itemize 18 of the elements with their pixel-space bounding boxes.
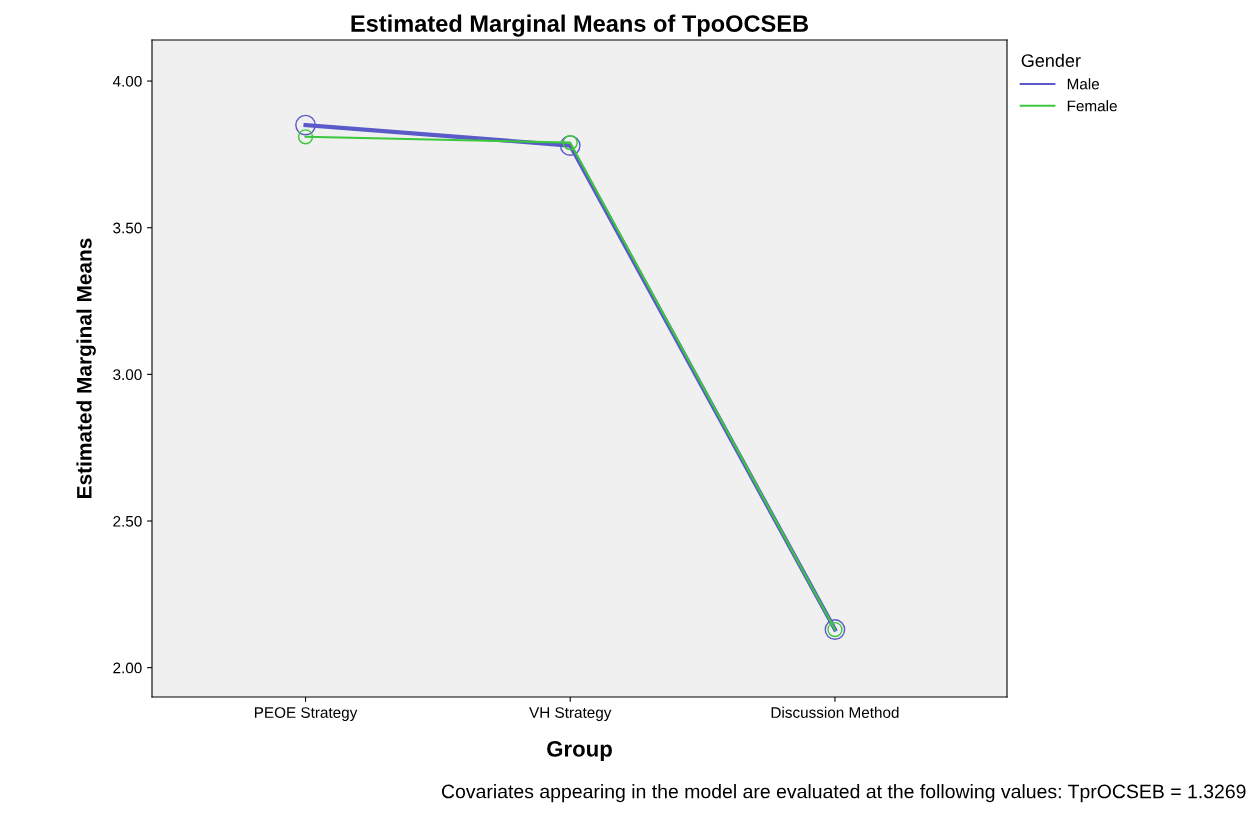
y-tick-label: 3.50 bbox=[113, 222, 142, 234]
legend-title: Gender bbox=[1021, 53, 1081, 68]
x-tick-label: PEOE Strategy bbox=[254, 707, 358, 721]
y-tick-label: 2.00 bbox=[113, 662, 142, 674]
point bbox=[559, 135, 581, 157]
point bbox=[295, 114, 316, 136]
x-tick-label: VH Strategy bbox=[529, 707, 612, 721]
chart-title: Estimated Marginal Means of TpoOCSEB bbox=[351, 14, 809, 37]
text: Covariates appearing in the model are evaluated at the following values: TprOCSEB = 1.3269 bbox=[441, 784, 1246, 803]
point bbox=[297, 129, 314, 145]
x-axis-title: Group bbox=[547, 741, 612, 762]
legend-label: Male bbox=[1067, 78, 1100, 90]
y-tick-label: 3.00 bbox=[113, 369, 142, 381]
legend-label: Female bbox=[1067, 100, 1117, 112]
y-axis-title: Estimated Marginal Means bbox=[76, 238, 96, 498]
y-tick-label: 4.00 bbox=[112, 75, 142, 87]
y-tick-label: 2.50 bbox=[113, 515, 142, 527]
x-tick-label: Discussion Method bbox=[771, 706, 899, 718]
